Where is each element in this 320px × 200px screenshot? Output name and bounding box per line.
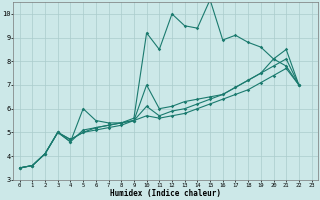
X-axis label: Humidex (Indice chaleur): Humidex (Indice chaleur) <box>110 189 221 198</box>
